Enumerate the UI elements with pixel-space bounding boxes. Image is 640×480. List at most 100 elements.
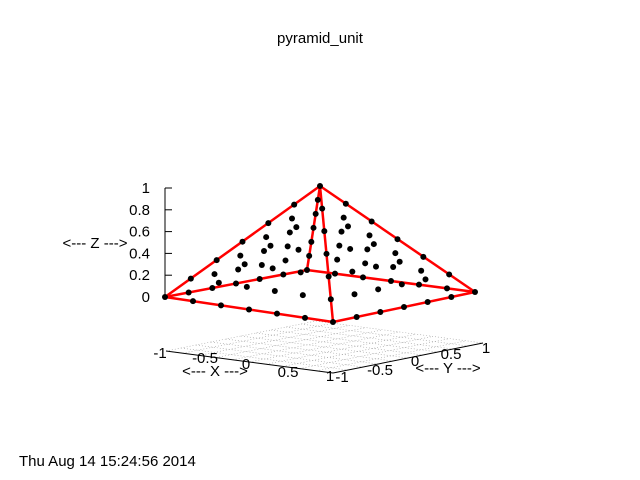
data-point — [321, 228, 328, 235]
data-point — [325, 273, 332, 280]
data-point — [377, 309, 384, 315]
axis-labels: <--- Z ---> <--- X ---> <--- Y ---> — [63, 235, 481, 380]
data-point — [338, 228, 345, 235]
data-point — [394, 236, 401, 243]
base-axes: -1 -0.5 0 0.5 1 -1 -0.50 0.5 1 — [153, 340, 490, 386]
data-point — [418, 267, 425, 274]
y-tick-label: -1 — [335, 369, 348, 386]
data-point — [401, 304, 407, 310]
data-point — [211, 271, 218, 278]
data-point — [424, 299, 431, 305]
y-tick-label: 0 — [411, 353, 419, 370]
grid-line — [285, 326, 454, 350]
data-point — [213, 257, 220, 264]
x-tick-label: -1 — [153, 345, 166, 362]
data-point — [243, 283, 250, 290]
data-point — [312, 210, 319, 217]
data-point — [422, 276, 429, 283]
x-tick-label: 1 — [326, 368, 334, 385]
data-point — [209, 285, 216, 291]
z-tick-label: 0.6 — [129, 224, 150, 241]
data-point — [472, 289, 478, 295]
data-point — [289, 215, 295, 222]
data-point — [215, 279, 222, 286]
data-point — [233, 280, 239, 287]
data-point — [269, 265, 276, 272]
data-point — [448, 294, 455, 300]
data-point — [444, 285, 450, 292]
data-point — [353, 314, 360, 320]
data-point — [306, 252, 313, 259]
data-point — [261, 248, 267, 254]
data-point — [284, 243, 291, 250]
data-point — [190, 298, 196, 305]
data-point — [293, 224, 300, 231]
data-point — [340, 214, 347, 221]
data-point — [416, 281, 422, 288]
z-tick-label: 0.8 — [129, 202, 150, 219]
data-point — [420, 253, 427, 260]
data-point — [185, 289, 192, 296]
data-point — [375, 286, 382, 293]
grid-line — [270, 329, 439, 353]
data-point — [310, 224, 317, 231]
z-tick-label: 0.4 — [129, 245, 150, 262]
data-point — [308, 238, 315, 245]
x-tick-label: -0.5 — [192, 350, 218, 367]
grid-line — [315, 320, 484, 344]
data-point — [392, 250, 399, 257]
z-tick-label: 0 — [142, 289, 150, 306]
chart-title: pyramid_unit — [277, 30, 364, 47]
data-point — [297, 269, 304, 276]
data-point — [235, 266, 242, 273]
x-tick-label: 0.5 — [278, 364, 299, 381]
data-point — [398, 281, 405, 288]
data-point — [265, 220, 272, 227]
data-point — [256, 276, 263, 282]
z-tick-label: 1 — [142, 180, 150, 197]
data-point — [332, 270, 338, 277]
data-point — [187, 275, 194, 282]
y-axis-line — [332, 342, 484, 374]
data-point — [327, 296, 334, 303]
data-point — [360, 274, 366, 281]
data-point — [267, 242, 274, 249]
data-point — [299, 292, 306, 299]
data-point — [302, 314, 308, 321]
data-point — [246, 306, 252, 313]
data-point — [237, 252, 244, 259]
grid-line — [182, 322, 333, 354]
data-point — [239, 238, 246, 245]
data-point — [368, 218, 375, 225]
z-axis: 0 0.2 0.4 0.6 0.8 1 — [129, 180, 172, 306]
data-point — [319, 205, 326, 212]
y-tick-label: -0.5 — [367, 362, 393, 379]
data-point — [274, 310, 280, 317]
grid-line — [255, 332, 424, 356]
data-point — [373, 263, 379, 270]
data-point — [162, 294, 168, 300]
data-point — [446, 271, 453, 278]
data-point — [317, 183, 323, 189]
grid-line — [232, 329, 383, 361]
data-point — [286, 229, 293, 236]
data-point — [366, 232, 373, 239]
y-axis-label: <--- Y ---> — [415, 360, 481, 377]
data-point — [342, 200, 349, 207]
x-tick-label: 0 — [242, 356, 250, 373]
grid-line — [216, 327, 367, 358]
y-tick-label: 1 — [482, 340, 490, 357]
data-point — [263, 234, 270, 241]
data-point — [345, 223, 351, 230]
data-point — [388, 278, 394, 284]
data-point — [241, 261, 248, 268]
data-point — [351, 291, 358, 298]
timestamp: Thu Aug 14 15:24:56 2014 — [19, 453, 196, 470]
data-point — [304, 267, 310, 273]
data-point — [347, 245, 354, 252]
data-point — [349, 268, 356, 275]
data-point — [271, 287, 278, 294]
data-point — [258, 261, 265, 268]
z-tick-label: 0.2 — [129, 267, 150, 284]
data-point — [370, 241, 377, 248]
